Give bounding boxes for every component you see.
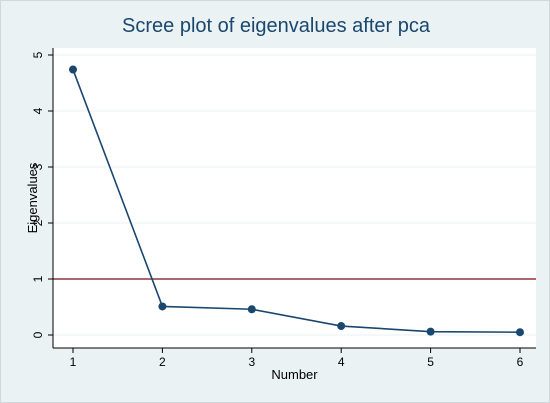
x-tick-label: 6 — [517, 355, 524, 369]
y-axis-label: Eigenvalues — [25, 162, 40, 233]
y-tick-label: 5 — [31, 51, 45, 58]
y-tick-label: 0 — [31, 331, 45, 338]
axes: 0 1 2 3 4 5 1 2 3 4 5 6 — [31, 48, 536, 369]
chart-title: Scree plot of eigenvalues after pca — [122, 15, 430, 37]
data-point — [337, 322, 346, 331]
x-axis-label: Number — [271, 367, 318, 382]
y-tick-label: 1 — [31, 275, 45, 282]
data-point — [69, 65, 77, 74]
x-tick-label: 4 — [338, 355, 345, 369]
data-point — [247, 305, 256, 314]
data-point — [516, 328, 524, 337]
series-line — [72, 69, 521, 333]
data-point — [426, 327, 435, 336]
x-tick-label: 3 — [248, 355, 255, 369]
plot-area — [53, 48, 536, 348]
data-point — [158, 302, 167, 311]
y-tick-label: 3 — [31, 163, 45, 170]
x-tick-label: 5 — [427, 355, 434, 369]
series-layer — [69, 65, 524, 337]
x-tick-label: 1 — [70, 355, 77, 369]
y-tick-label: 4 — [31, 107, 45, 114]
x-tick-label: 2 — [159, 355, 166, 369]
y-tick-label: 2 — [31, 219, 45, 226]
